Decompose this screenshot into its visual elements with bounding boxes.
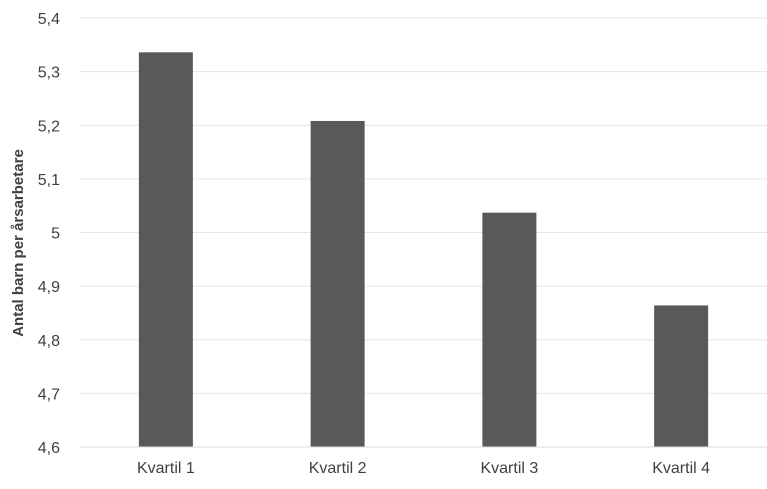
y-tick-label: 4,6: [38, 440, 60, 457]
y-tick-label: 5,1: [38, 172, 60, 189]
y-axis-ticks: 4,6 4,7 4,8 4,9 5 5,1 5,2 5,3 5,4: [38, 11, 60, 457]
x-axis-ticks: Kvartil 1 Kvartil 2 Kvartil 3 Kvartil 4: [137, 460, 710, 477]
y-tick-label: 5,4: [38, 11, 60, 28]
bar-3: [482, 212, 537, 447]
bar-4: [654, 305, 709, 447]
y-tick-label: 5,2: [38, 118, 60, 135]
gridlines: [80, 17, 767, 394]
y-tick-label: 4,8: [38, 333, 60, 350]
y-axis-title: Antal barn per årsarbetare: [10, 149, 27, 337]
bars: [138, 52, 709, 448]
y-tick-label: 5: [51, 226, 60, 243]
bar-1: [138, 52, 193, 447]
x-tick-label: Kvartil 3: [480, 460, 538, 477]
bar-2: [310, 120, 365, 448]
x-tick-label: Kvartil 4: [652, 460, 710, 477]
y-tick-label: 5,3: [38, 65, 60, 82]
x-tick-label: Kvartil 2: [309, 460, 367, 477]
x-tick-label: Kvartil 1: [137, 460, 195, 477]
y-tick-label: 4,9: [38, 279, 60, 296]
y-tick-label: 4,7: [38, 386, 60, 403]
